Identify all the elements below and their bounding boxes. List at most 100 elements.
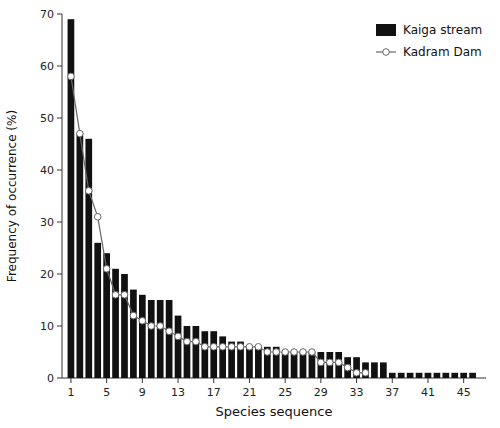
bar [273,347,280,378]
bar [460,373,467,378]
x-tick-label: 5 [103,386,110,399]
line-marker [264,349,271,356]
bar [380,362,387,378]
bar [416,373,423,378]
x-tick [249,378,250,383]
y-tick-label: 30 [40,216,54,229]
bar [407,373,414,378]
bar [353,357,360,378]
x-tick-label: 17 [207,386,221,399]
line-marker [85,188,92,195]
bar [193,326,200,378]
line-marker [112,292,119,299]
bar [103,253,110,378]
bar [77,134,84,378]
bar [434,373,441,378]
line-marker [318,359,325,366]
y-tick-label: 20 [40,268,54,281]
bar [148,300,155,378]
line-marker [77,130,84,137]
bar [264,347,271,378]
y-tick [57,326,62,327]
bar [166,300,173,378]
line-marker [121,292,128,299]
y-tick [57,378,62,379]
line-marker [273,349,280,356]
y-tick [57,14,62,15]
legend-swatch-marker [383,49,390,56]
y-axis-label: Frequency of occurrence (%) [5,110,19,282]
bar [326,352,333,378]
line-marker [94,214,101,221]
bar [469,373,476,378]
y-tick-label: 0 [47,372,54,385]
x-tick-label: 29 [314,386,328,399]
x-tick [178,378,179,383]
line-marker [103,266,110,273]
bar [425,373,432,378]
bar [309,352,316,378]
bar [121,274,128,378]
bar [344,357,351,378]
x-tick [392,378,393,383]
line-marker [130,312,137,319]
bar [300,352,307,378]
line-marker [344,364,351,371]
bar [201,331,208,378]
bar [291,352,298,378]
x-tick [285,378,286,383]
line-marker [326,359,333,366]
y-tick [57,66,62,67]
line-marker [219,344,226,351]
line-marker [202,344,209,351]
x-tick [142,378,143,383]
y-tick [57,118,62,119]
y-tick-label: 60 [40,60,54,73]
x-tick-label: 33 [350,386,364,399]
line-marker [228,344,235,351]
bar [112,269,119,378]
x-tick [213,378,214,383]
x-tick-label: 1 [67,386,74,399]
bar [362,362,369,378]
bar [228,342,235,378]
y-tick-label: 50 [40,112,54,125]
line-marker [291,349,298,356]
bar [210,331,217,378]
line-marker [309,349,316,356]
x-tick [463,378,464,383]
x-tick [106,378,107,383]
line-marker [175,333,182,340]
bar [371,362,378,378]
x-tick-label: 21 [242,386,256,399]
line-marker [282,349,289,356]
bar [389,373,396,378]
bar [237,342,244,378]
bar [94,243,101,378]
line-marker [193,338,200,345]
y-tick [57,274,62,275]
bar [255,347,262,378]
x-tick-label: 41 [421,386,435,399]
line-marker [166,328,173,335]
bar [451,373,458,378]
y-tick-label: 70 [40,8,54,21]
x-tick-label: 37 [385,386,399,399]
line-marker [335,359,342,366]
bar [68,19,75,378]
bar [398,373,405,378]
chart: 159131721252933374145010203040506070Spec… [0,0,500,428]
line-marker [246,344,253,351]
x-tick-label: 13 [171,386,185,399]
y-axis-line [62,14,63,378]
bar [318,352,325,378]
x-tick [320,378,321,383]
x-axis-label: Species sequence [216,404,333,419]
line-marker [68,73,75,80]
bar [130,290,137,378]
line-marker [210,344,217,351]
bar [139,295,146,378]
bar [282,352,289,378]
x-tick-label: 25 [278,386,292,399]
legend-label: Kaiga stream [403,23,482,37]
